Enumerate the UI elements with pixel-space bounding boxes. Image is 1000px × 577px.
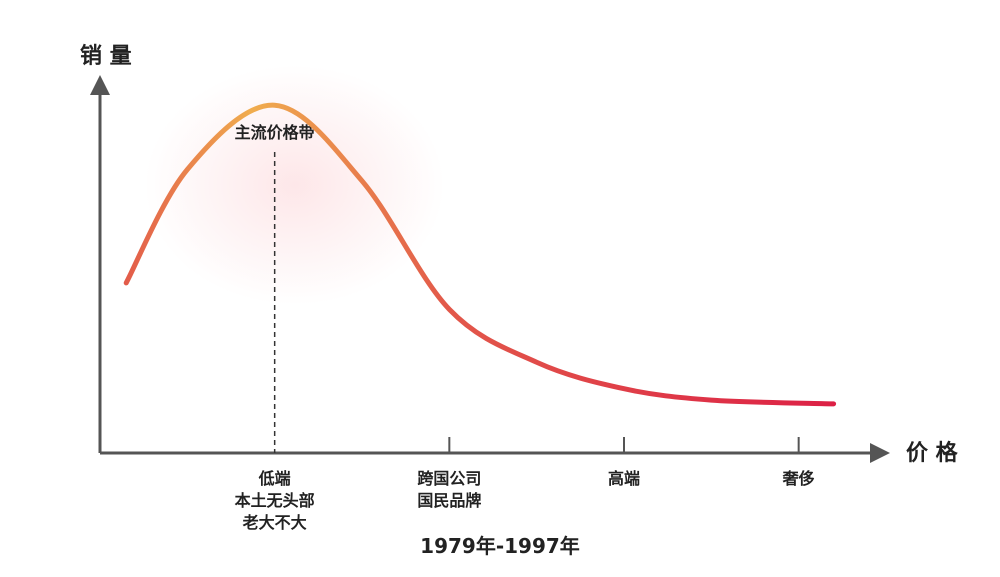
x-tick-label-luxury: 奢侈 bbox=[782, 469, 815, 488]
x-tick-label-high-end: 高端 bbox=[608, 469, 640, 488]
x-tick-label-line: 老大不大 bbox=[242, 513, 307, 532]
x-tick-label-line: 奢侈 bbox=[782, 469, 815, 488]
x-axis-arrow bbox=[870, 443, 890, 463]
x-tick-label-line: 低端 bbox=[258, 469, 291, 488]
x-axis-label: 价 格 bbox=[906, 440, 959, 466]
x-tick-label-line: 本土无头部 bbox=[235, 491, 315, 510]
x-tick-label-line: 国民品牌 bbox=[417, 491, 481, 510]
y-axis-arrow bbox=[90, 75, 110, 95]
period-label: 1979年-1997年 bbox=[420, 534, 580, 558]
x-tick-label-line: 高端 bbox=[608, 469, 640, 488]
annotation-label-mainstream-price-band: 主流价格带 bbox=[235, 123, 315, 142]
peak-glow bbox=[144, 65, 445, 306]
series-line-0 bbox=[123, 102, 837, 407]
y-axis-label: 销 量 bbox=[80, 44, 132, 69]
x-ticks: 低端本土无头部老大不大 跨国公司国民品牌 高端 奢侈 bbox=[235, 437, 815, 532]
annotations: 主流价格带 bbox=[235, 123, 315, 453]
x-tick-label-line: 跨国公司 bbox=[417, 469, 481, 488]
x-tick-label-multinational: 跨国公司国民品牌 bbox=[417, 469, 481, 510]
x-tick-label-low-end: 低端本土无头部老大不大 bbox=[235, 469, 315, 532]
series bbox=[123, 102, 837, 407]
